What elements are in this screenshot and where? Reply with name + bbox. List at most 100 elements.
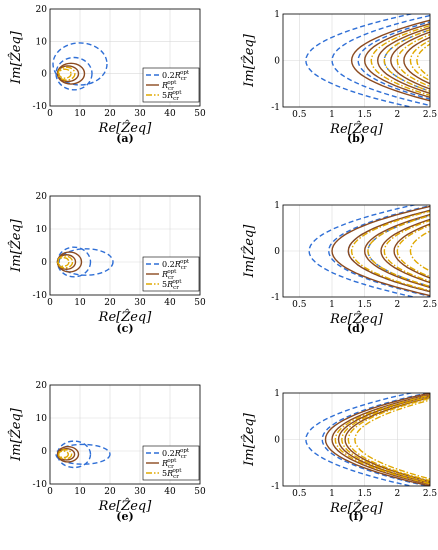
series-curve xyxy=(334,394,430,485)
series-curve xyxy=(350,210,430,292)
y-tick-label: 10 xyxy=(36,225,48,235)
series-curve xyxy=(376,26,430,95)
series-curve xyxy=(383,29,430,92)
series-loop xyxy=(58,248,114,276)
x-tick-label: 2 xyxy=(394,110,400,120)
y-tick-label: 1 xyxy=(274,389,280,399)
series-loop xyxy=(56,440,92,469)
panel-caption: (f) xyxy=(348,510,363,523)
series-curve xyxy=(327,205,430,297)
series-curve xyxy=(341,396,430,483)
x-tick-label: 0 xyxy=(47,298,53,308)
series-loop xyxy=(55,56,93,91)
plot-frame xyxy=(49,8,201,107)
series-loop xyxy=(58,68,72,79)
legend-label: 5Rcropt xyxy=(162,468,182,480)
legend-label: 0.2Rcropt xyxy=(162,70,190,82)
series-loop xyxy=(57,257,70,267)
x-tick-label: 10 xyxy=(74,487,86,497)
y-axis-label: Im[Ẑeq] xyxy=(8,218,24,273)
y-tick-label: 0 xyxy=(274,57,280,67)
panel-caption: (e) xyxy=(116,510,133,523)
series-curve xyxy=(347,209,430,293)
y-tick-label: 0 xyxy=(41,447,47,457)
series-curve xyxy=(409,230,430,272)
x-tick-label: 2 xyxy=(394,489,400,499)
x-tick-label: 1.5 xyxy=(358,110,373,120)
series-loop xyxy=(52,42,108,86)
series-curve xyxy=(367,214,430,288)
series-curve xyxy=(416,43,430,78)
x-axis-label: Re[Ẑeq] xyxy=(98,120,153,136)
legend-label: 5Rcropt xyxy=(162,279,182,291)
x-tick-label: 1 xyxy=(329,110,335,120)
y-tick-label: 1 xyxy=(274,10,280,20)
x-tick-label: 30 xyxy=(134,298,146,308)
series-loop xyxy=(57,66,76,81)
series-curve xyxy=(350,19,430,102)
plot-frame xyxy=(49,384,201,485)
panel-caption: (a) xyxy=(116,132,134,145)
y-tick-label: -1 xyxy=(271,103,280,113)
x-tick-label: 10 xyxy=(74,109,86,119)
series-curve xyxy=(354,399,430,480)
y-tick-label: -10 xyxy=(33,291,48,301)
series-curve xyxy=(324,393,430,486)
x-tick-label: 1.5 xyxy=(358,489,373,499)
plot-frame xyxy=(282,204,431,298)
x-tick-label: 0.5 xyxy=(292,110,307,120)
y-axis-label: Im[Ẑeq] xyxy=(241,412,257,467)
y-axis-label: Im[Ẑeq] xyxy=(8,407,24,462)
series-curve xyxy=(396,224,430,278)
y-tick-label: 20 xyxy=(36,192,48,202)
x-tick-label: 1.5 xyxy=(358,300,373,310)
x-axis-label: Re[Ẑeq] xyxy=(98,498,153,514)
series-curve xyxy=(393,223,430,279)
x-tick-label: 50 xyxy=(194,109,206,119)
series-loop xyxy=(55,443,111,465)
x-axis-label: Re[Ẑeq] xyxy=(329,500,384,516)
y-tick-label: -1 xyxy=(271,293,280,303)
y-tick-label: 0 xyxy=(274,436,280,446)
series-curve xyxy=(363,23,430,98)
panel-caption: (c) xyxy=(116,322,133,335)
x-tick-label: 50 xyxy=(194,298,206,308)
y-axis-label: Im[Ẑeq] xyxy=(241,33,257,88)
series-curve xyxy=(337,395,430,484)
x-tick-label: 0.5 xyxy=(292,300,307,310)
series-curve xyxy=(409,39,430,82)
y-tick-label: 0 xyxy=(274,247,280,257)
x-tick-label: 40 xyxy=(164,487,176,497)
series-curve xyxy=(344,396,430,483)
x-tick-label: 30 xyxy=(134,109,146,119)
x-tick-label: 20 xyxy=(104,109,116,119)
x-tick-label: 2 xyxy=(394,300,400,310)
x-tick-label: 0.5 xyxy=(292,489,307,499)
x-tick-label: 20 xyxy=(104,298,116,308)
x-tick-label: 2.5 xyxy=(423,300,438,310)
series-curve xyxy=(331,205,430,297)
x-tick-label: 1 xyxy=(329,489,335,499)
y-tick-label: -10 xyxy=(33,480,48,490)
y-tick-label: 0 xyxy=(41,70,47,80)
x-tick-label: 40 xyxy=(164,298,176,308)
y-tick-label: 20 xyxy=(36,381,48,391)
x-axis-label: Re[Ẑeq] xyxy=(329,311,384,327)
x-tick-label: 10 xyxy=(74,298,86,308)
panel-caption: (d) xyxy=(347,322,365,335)
series-curve xyxy=(331,393,430,486)
x-tick-label: 1 xyxy=(329,300,335,310)
y-tick-label: 10 xyxy=(36,37,48,47)
y-tick-label: 0 xyxy=(41,258,47,268)
series-curve xyxy=(363,213,430,289)
series-loop xyxy=(56,446,80,463)
plot-frame xyxy=(282,13,431,108)
y-tick-label: 10 xyxy=(36,414,48,424)
legend-label: Rcropt xyxy=(161,269,177,281)
legend-label: Rcropt xyxy=(161,80,177,92)
